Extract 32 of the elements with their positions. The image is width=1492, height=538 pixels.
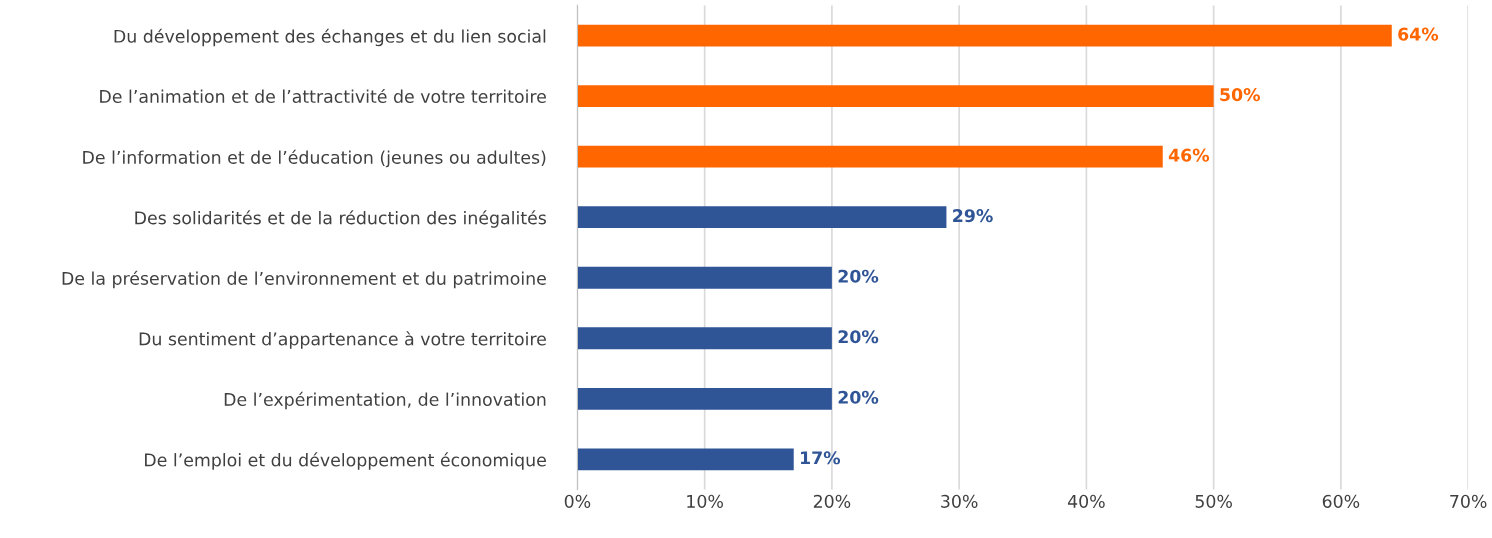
bar bbox=[577, 448, 794, 471]
x-tick-label: 10% bbox=[687, 494, 723, 508]
y-tick-label: De la préservation de l’environnement et du patrimoine bbox=[62, 270, 546, 289]
x-tick-label: 50% bbox=[1195, 494, 1232, 508]
x-tick-label: 70% bbox=[1450, 494, 1487, 508]
data-label: 17% bbox=[801, 451, 841, 465]
bar bbox=[577, 327, 832, 350]
bar bbox=[577, 24, 1392, 47]
data-label: 50% bbox=[1220, 88, 1260, 102]
x-tick-label: 60% bbox=[1322, 494, 1360, 508]
y-tick-label: Des solidarités et de la réduction des inégalités bbox=[135, 210, 546, 228]
x-tick-label: 30% bbox=[941, 494, 978, 508]
data-label: 64% bbox=[1398, 27, 1439, 41]
bar bbox=[577, 266, 832, 289]
x-tick-label: 20% bbox=[813, 494, 851, 508]
y-tick-label: De l’information et de l’éducation (jeunes ou adultes) bbox=[83, 149, 546, 168]
y-tick-label: Du sentiment d’appartenance à votre territoire bbox=[139, 331, 546, 349]
y-tick-label: De l’expérimentation, de l’innovation bbox=[224, 391, 546, 410]
data-label: 46% bbox=[1168, 148, 1210, 162]
bar bbox=[577, 387, 832, 410]
y-tick-label: De l’emploi et du développement économique bbox=[145, 452, 546, 470]
data-label: 20% bbox=[838, 330, 879, 344]
y-tick-label: Du développement des échanges et du lien social bbox=[114, 28, 546, 47]
bar bbox=[577, 85, 1214, 108]
bar bbox=[577, 145, 1163, 168]
bar bbox=[577, 206, 947, 229]
x-tick-label: 40% bbox=[1067, 494, 1105, 508]
x-tick-label: 0% bbox=[564, 494, 591, 508]
data-label: 20% bbox=[838, 269, 879, 283]
data-label: 29% bbox=[953, 209, 993, 223]
y-tick-label: De l’animation et de l’attractivité de votre territoire bbox=[100, 88, 546, 104]
data-label: 20% bbox=[838, 390, 879, 404]
